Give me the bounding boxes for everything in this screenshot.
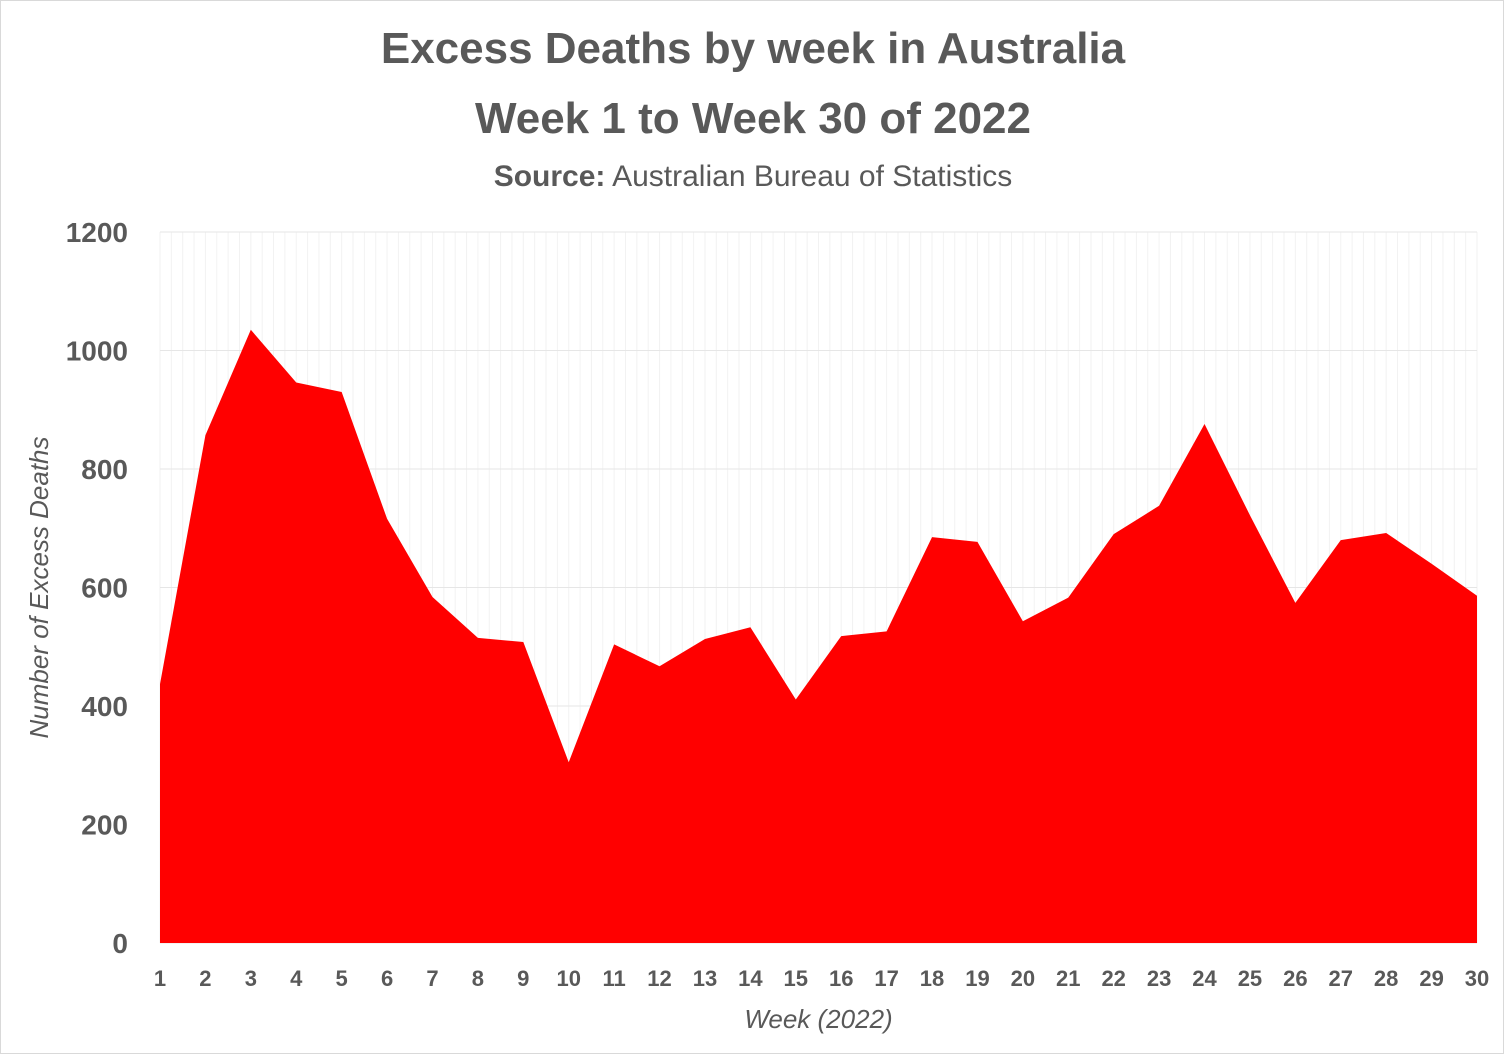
x-tick-label: 19 — [965, 966, 989, 991]
x-tick-label: 13 — [693, 966, 717, 991]
x-tick-label: 6 — [381, 966, 393, 991]
y-axis-title: Number of Excess Deaths — [24, 436, 54, 738]
source-text: Australian Bureau of Statistics — [612, 160, 1013, 193]
x-tick-label: 26 — [1283, 966, 1307, 991]
excess-deaths-area — [160, 329, 1477, 943]
x-tick-label: 7 — [426, 966, 438, 991]
x-tick-label: 21 — [1056, 966, 1080, 991]
x-tick-label: 27 — [1329, 966, 1353, 991]
y-tick-label: 800 — [81, 454, 128, 485]
y-axis-ticks: 0 200 400 600 800 1000 1200 — [66, 217, 128, 959]
y-tick-label: 400 — [81, 691, 128, 722]
x-tick-label: 17 — [874, 966, 898, 991]
x-tick-label: 16 — [829, 966, 853, 991]
y-tick-label: 600 — [81, 573, 128, 604]
x-tick-label: 10 — [556, 966, 580, 991]
x-tick-label: 1 — [154, 966, 166, 991]
x-tick-label: 23 — [1147, 966, 1171, 991]
y-tick-label: 0 — [112, 928, 128, 959]
source-label: Source: — [493, 160, 606, 193]
chart-subtitle: Source: Australian Bureau of Statistics — [0, 160, 1506, 194]
x-tick-label: 2 — [199, 966, 211, 991]
x-tick-label: 9 — [517, 966, 529, 991]
x-tick-label: 3 — [245, 966, 257, 991]
x-tick-label: 12 — [647, 966, 671, 991]
x-axis-title: Week (2022) — [744, 1004, 892, 1034]
y-tick-label: 200 — [81, 810, 128, 841]
x-tick-label: 14 — [738, 966, 763, 991]
x-tick-label: 11 — [603, 966, 626, 991]
x-tick-label: 25 — [1238, 966, 1262, 991]
x-tick-label: 24 — [1192, 966, 1217, 991]
x-tick-label: 20 — [1011, 966, 1035, 991]
chart-title-line2: Week 1 to Week 30 of 2022 — [475, 94, 1031, 143]
x-tick-label: 18 — [920, 966, 944, 991]
x-axis-ticks: 1 2 3 4 5 6 7 8 9 10 11 12 13 14 15 16 17 18 19 20 21 22 23 24 2… — [154, 966, 1489, 991]
x-tick-label: 22 — [1101, 966, 1125, 991]
chart-title-line1: Excess Deaths by week in Australia — [380, 24, 1126, 73]
x-tick-label: 30 — [1465, 966, 1489, 991]
x-tick-label: 8 — [472, 966, 484, 991]
x-tick-label: 15 — [784, 966, 808, 991]
x-tick-label: 5 — [336, 966, 348, 991]
x-tick-label: 4 — [290, 966, 303, 991]
x-tick-label: 29 — [1419, 966, 1443, 991]
x-tick-label: 28 — [1374, 966, 1398, 991]
y-tick-label: 1000 — [66, 336, 128, 367]
y-tick-label: 1200 — [66, 217, 128, 248]
